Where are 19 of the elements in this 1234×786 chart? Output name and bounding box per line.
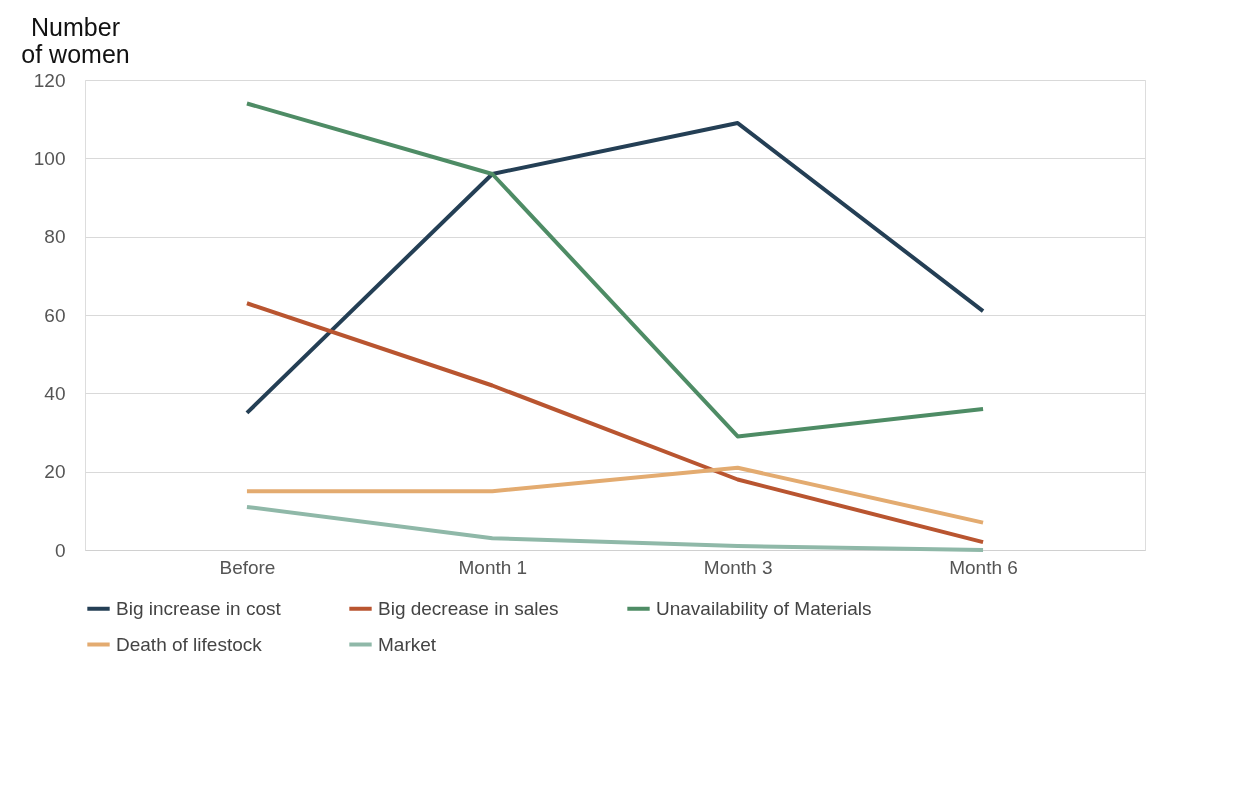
legend-label: Death of lifestock xyxy=(116,633,263,655)
y-tick-label: 20 xyxy=(44,461,66,483)
legend-label: Market xyxy=(378,633,437,655)
x-tick-label: Month 6 xyxy=(949,556,1018,578)
legend-label: Big increase in cost xyxy=(116,597,282,619)
y-tick-label: 120 xyxy=(33,69,66,91)
x-tick-label: Month 1 xyxy=(458,556,528,578)
y-tick-label: 80 xyxy=(44,226,66,248)
y-tick-label: 100 xyxy=(33,147,66,169)
y-tick-label: 0 xyxy=(54,539,66,561)
x-tick-label: Month 3 xyxy=(703,556,773,578)
x-tick-label: Before xyxy=(219,556,276,578)
legend-label: Big decrease in sales xyxy=(378,597,559,619)
line-series xyxy=(244,301,986,545)
y-tick-label: 40 xyxy=(44,382,66,404)
y-axis-title: Number of women xyxy=(21,12,130,68)
line-series xyxy=(244,504,986,552)
legend-label: Unavailability of Materials xyxy=(656,597,872,619)
y-tick-label: 60 xyxy=(44,304,66,326)
